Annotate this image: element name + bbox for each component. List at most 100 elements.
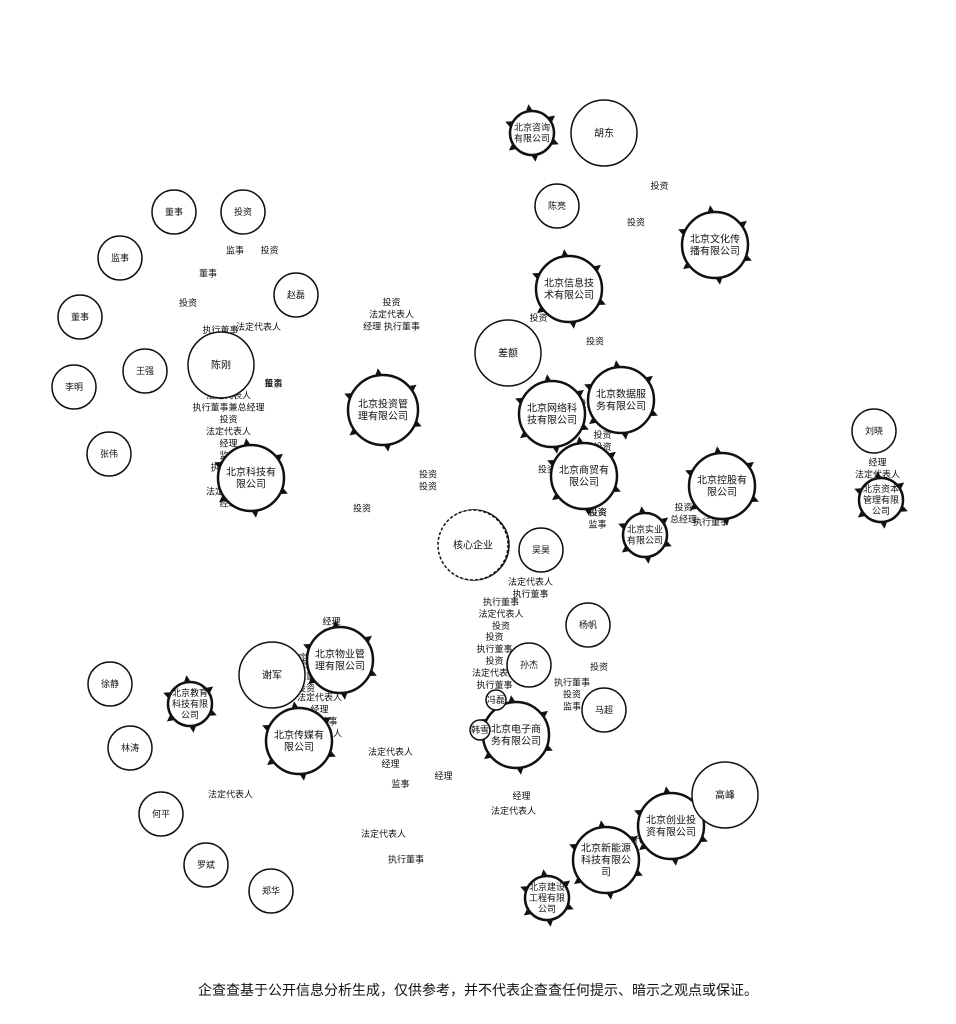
node-circle (122, 348, 168, 394)
person-node[interactable]: 韩雪 (469, 719, 491, 741)
edge-label: 投资 (627, 217, 645, 229)
arrowhead (517, 768, 524, 775)
person-node[interactable]: 孙杰 (506, 642, 552, 688)
edge-label: 执行董事兼总经理 (192, 402, 264, 414)
person-node[interactable]: 徐静 (87, 661, 133, 707)
edge-label: 执行董事 (554, 677, 590, 689)
arrowhead (508, 695, 515, 702)
person-node[interactable]: 何平 (138, 791, 184, 837)
person-node[interactable]: 谢军 (238, 641, 306, 709)
arrowhead (613, 360, 620, 367)
edge-label: 法定代表人 (361, 828, 406, 840)
node-label: 理有限公司 (358, 409, 408, 422)
person-node[interactable]: 投资 (220, 189, 266, 235)
node-label: 刘晓 (865, 425, 883, 437)
person-node[interactable]: 高峰 (691, 761, 759, 829)
person-node[interactable]: 张伟 (86, 431, 132, 477)
person-node[interactable]: 罗斌 (183, 842, 229, 888)
arrowhead (672, 859, 679, 866)
person-node[interactable]: 王强 (122, 348, 168, 394)
node-label: 科技有限 (172, 698, 208, 710)
arrowhead (505, 121, 512, 127)
person-node[interactable]: 马超 (581, 687, 627, 733)
person-node[interactable]: 李明 (51, 364, 97, 410)
node-label: 北京实业 (627, 524, 663, 536)
node-label: 北京信息技 (544, 276, 594, 289)
arrowhead (631, 835, 638, 842)
center-node[interactable]: 核心企业 (437, 509, 509, 581)
arrowhead (546, 745, 553, 752)
arrowhead (747, 461, 754, 468)
person-node[interactable]: 监事 (97, 235, 143, 281)
arrowhead (214, 461, 221, 468)
node-circle (51, 364, 97, 410)
node-label: 北京电子商 (491, 722, 541, 735)
node-label: 李明 (65, 381, 83, 393)
edge-label: 投资 (593, 429, 611, 441)
person-node[interactable]: 刘晓 (851, 408, 897, 454)
node-label: 理有限公司 (315, 659, 365, 672)
node-label: 赵磊 (287, 289, 305, 301)
person-node[interactable]: 董事 (151, 189, 197, 235)
node-label: 胡东 (594, 126, 614, 139)
node-label: 限公司 (284, 741, 314, 753)
person-node[interactable]: 吴昊 (518, 527, 564, 573)
person-node[interactable]: 冯磊 (485, 689, 507, 711)
person-node[interactable]: 胡东 (570, 99, 638, 167)
node-label: 播有限公司 (690, 244, 740, 257)
person-node[interactable]: 陈刚 (187, 331, 255, 399)
disclaimer-text: 企查查基于公开信息分析生成，仅供参考，并不代表企查查任何提示、暗示之观点或保证。 (198, 983, 758, 999)
node-label: 北京建设 (529, 881, 565, 893)
arrowhead (634, 809, 641, 816)
node-circle (518, 527, 564, 573)
edge-label: 执行董事 (476, 643, 512, 655)
arrowhead (663, 786, 670, 793)
node-label: 王强 (136, 366, 154, 377)
arrowhead (532, 272, 539, 279)
arrowhead (552, 139, 559, 145)
node-label: 管理有限 (863, 494, 899, 506)
person-node[interactable]: 赵磊 (273, 272, 319, 318)
edge-label: 投资 (529, 312, 547, 324)
arrowhead (609, 451, 616, 458)
node-circle (687, 451, 757, 521)
node-label: 限公司 (569, 476, 599, 488)
arrowhead (723, 519, 730, 526)
edge-label: 投资 (353, 503, 371, 515)
arrowhead (614, 486, 621, 493)
arrowhead (683, 263, 690, 270)
arrowhead (300, 774, 307, 781)
arrowhead (537, 307, 544, 314)
node-label: 张伟 (100, 448, 118, 460)
person-node[interactable]: 陈亮 (534, 183, 580, 229)
edge-label: 董事 (199, 268, 217, 280)
person-node[interactable]: 林涛 (107, 725, 153, 771)
person-node[interactable]: 郑华 (248, 868, 294, 914)
person-node[interactable]: 董事 (57, 294, 103, 340)
person-node[interactable]: 杨帆 (565, 602, 611, 648)
node-label: 马超 (595, 704, 613, 716)
node-circle (570, 99, 638, 167)
node-label: 何平 (152, 808, 170, 820)
person-node[interactable]: 差额 (474, 319, 542, 387)
node-circle (474, 319, 542, 387)
node-circle (346, 373, 420, 447)
